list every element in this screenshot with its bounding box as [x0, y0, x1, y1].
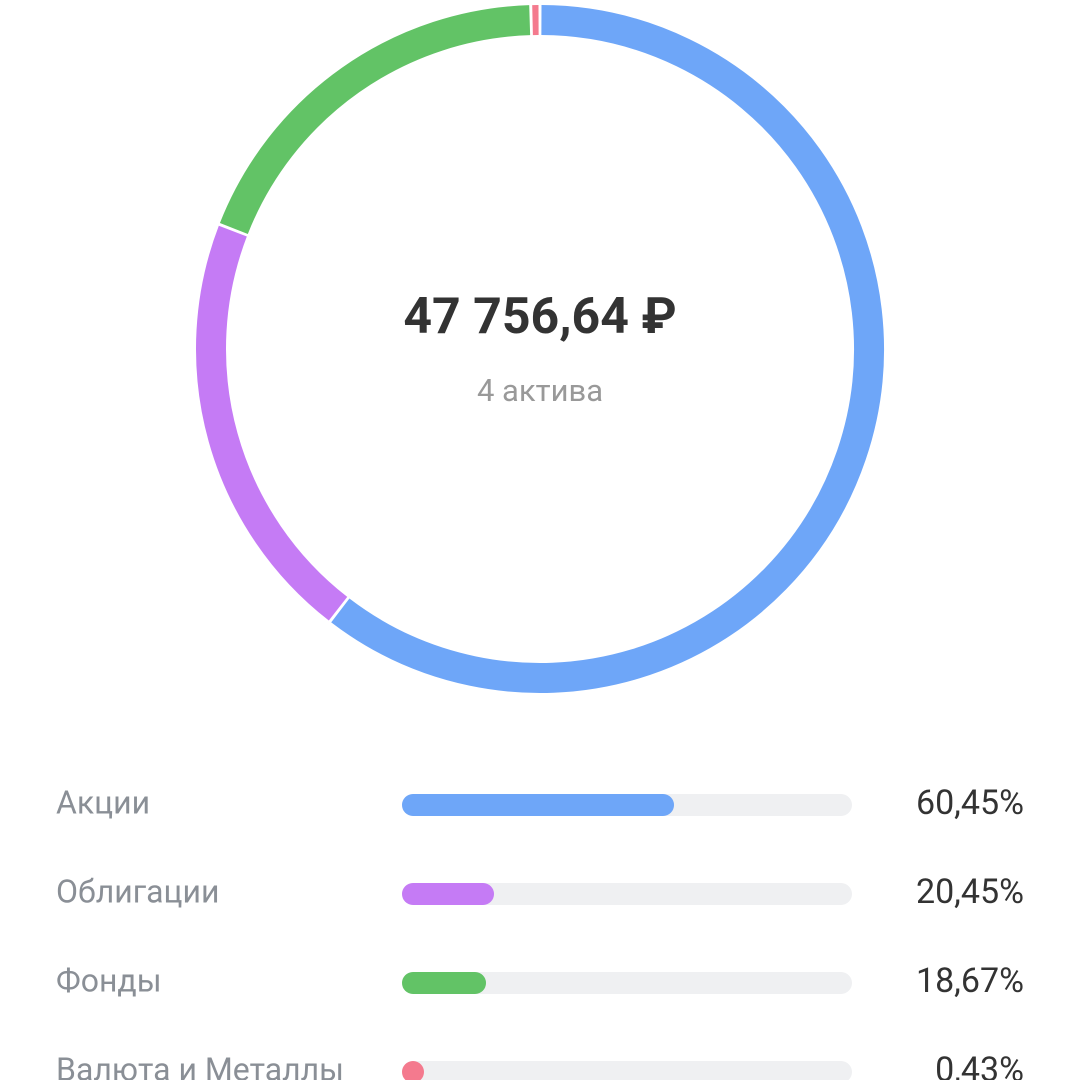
bar-track	[402, 883, 852, 905]
bar-track	[402, 972, 852, 994]
bar-track	[402, 1061, 852, 1080]
value-label: 20,45%	[916, 872, 1024, 912]
bar	[402, 883, 495, 905]
bar	[402, 1061, 424, 1080]
bar	[402, 972, 487, 994]
donut-segment	[196, 225, 348, 621]
value-label: 60,45%	[916, 783, 1024, 823]
donut-segment	[331, 5, 884, 693]
bar	[402, 794, 675, 816]
value-label: 0,43%	[935, 1050, 1024, 1080]
value-label: 18,67%	[916, 961, 1024, 1001]
donut-segment	[219, 5, 531, 234]
total-value: 47 756,64 ₽	[403, 288, 676, 346]
category-label: Облигации	[56, 872, 219, 910]
category-label: Фонды	[56, 961, 162, 999]
category-label: Валюта и Металлы	[56, 1050, 344, 1080]
category-label: Акции	[56, 783, 150, 821]
asset-count: 4 актива	[477, 372, 603, 409]
